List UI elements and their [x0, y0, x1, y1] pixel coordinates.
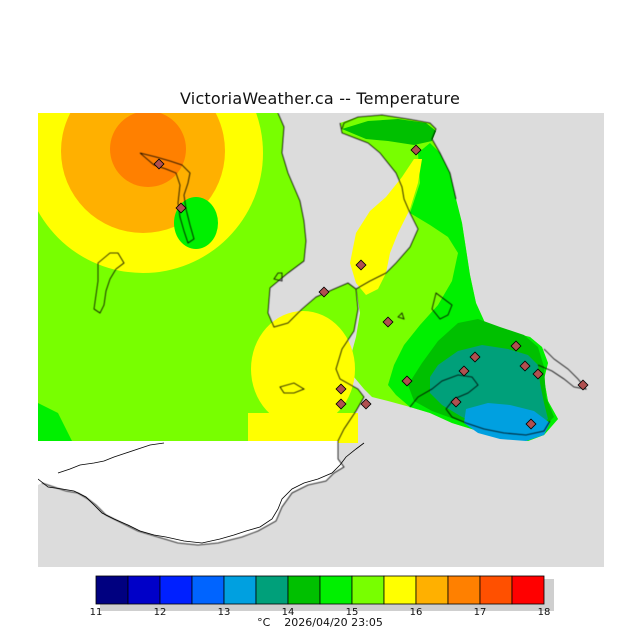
timestamp: 2026/04/20 23:05: [284, 616, 383, 629]
station-marker: [510, 340, 522, 352]
colorbar-swatch: [351, 575, 385, 605]
station-marker: [469, 351, 481, 363]
colorbar-swatch: [159, 575, 193, 605]
station-marker: [401, 375, 413, 387]
unit-label: °C: [257, 616, 271, 629]
colorbar-labels: 11 12 13 14 15 16 17 18: [90, 607, 551, 618]
colorbar-swatch: [191, 575, 225, 605]
contour-17-nw: [110, 113, 186, 187]
colorbar-tick-label: 17: [474, 607, 487, 618]
map-title: VictoriaWeather.ca -- Temperature: [180, 89, 460, 108]
colorbar-swatch: [479, 575, 513, 605]
contour-15-pocket: [174, 197, 218, 249]
colorbar-swatch: [95, 575, 129, 605]
contour-13-5: [464, 403, 550, 441]
colorbar-swatch: [319, 575, 353, 605]
colorbar-swatch: [255, 575, 289, 605]
colorbar-tick-label: 18: [538, 607, 551, 618]
station-marker: [532, 368, 544, 380]
station-marker: [382, 316, 394, 328]
station-marker: [175, 202, 187, 214]
colorbar-tick-label: 11: [90, 607, 103, 618]
station-marker: [577, 379, 589, 391]
temperature-map: [38, 113, 604, 567]
colorbar-swatch: [127, 575, 161, 605]
contour-16-ne: [350, 159, 422, 295]
station-marker: [458, 365, 470, 377]
colorbar-tick-label: 16: [410, 607, 423, 618]
station-marker: [519, 360, 531, 372]
colorbar-swatches: [95, 575, 545, 605]
colorbar-swatch: [383, 575, 417, 605]
colorbar-swatch: [447, 575, 481, 605]
colorbar-swatch: [223, 575, 257, 605]
station-marker: [335, 398, 347, 410]
contour-15-sw: [38, 403, 72, 441]
colorbar-swatch: [287, 575, 321, 605]
contour-15-north: [342, 119, 436, 145]
colorbar-tick-label: 12: [154, 607, 167, 618]
coastline-south: [38, 442, 365, 544]
colorbar-swatch: [415, 575, 449, 605]
station-markers: [153, 144, 589, 430]
contour-16-sc-cut: [248, 413, 358, 443]
station-marker: [450, 396, 462, 408]
station-marker: [525, 418, 537, 430]
colorbar-tick-label: 14: [282, 607, 295, 618]
station-marker: [355, 259, 367, 271]
colorbar-tick-label: 15: [346, 607, 359, 618]
colorbar: 11 12 13 14 15 16 17 18: [90, 575, 554, 618]
station-marker: [410, 144, 422, 156]
station-marker: [153, 158, 165, 170]
colorbar-footer: °C 2026/04/20 23:05: [0, 616, 640, 629]
colorbar-swatch: [511, 575, 545, 605]
station-marker: [335, 383, 347, 395]
colorbar-tick-label: 13: [218, 607, 231, 618]
station-marker: [360, 398, 372, 410]
contour-16-sc: [251, 311, 355, 427]
station-marker: [318, 286, 330, 298]
